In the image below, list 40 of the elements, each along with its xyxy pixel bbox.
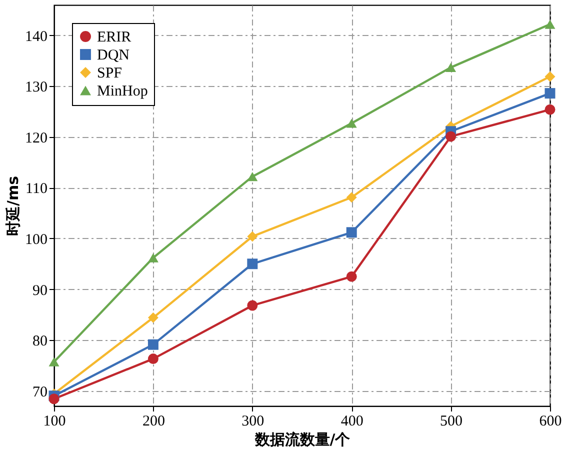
- legend-label: ERIR: [97, 30, 132, 46]
- x-axis-title: 数据流数量/个: [254, 430, 352, 448]
- y-tick-label: 80: [32, 334, 48, 350]
- x-tick-label: 400: [340, 414, 364, 430]
- legend-label: MinHop: [97, 84, 148, 100]
- point: [346, 192, 357, 203]
- point: [48, 394, 60, 404]
- point: [544, 104, 556, 115]
- x-tick-label: 300: [242, 414, 264, 430]
- y-tick-label: 90: [32, 282, 48, 299]
- y-tick-label: 120: [25, 130, 48, 146]
- point: [247, 172, 258, 182]
- point: [346, 118, 357, 128]
- legend-label: DQN: [97, 48, 130, 64]
- point: [148, 253, 158, 262]
- x-tick-label: 100: [43, 414, 66, 430]
- point: [148, 339, 158, 350]
- y-tick-label: 70: [32, 384, 48, 400]
- point: [247, 231, 258, 242]
- point: [148, 312, 158, 323]
- point: [544, 71, 556, 82]
- y-tick-label: 100: [25, 232, 48, 248]
- y-axis-title: 时延/ms: [4, 176, 22, 236]
- point: [544, 88, 556, 99]
- point: [446, 131, 456, 142]
- point: [148, 354, 158, 364]
- point: [247, 300, 258, 311]
- point: [446, 62, 456, 72]
- point: [48, 357, 60, 366]
- point: [544, 20, 556, 29]
- x-tick-label: 600: [539, 414, 562, 430]
- y-tick-label: 130: [25, 80, 48, 96]
- x-tick-label: 500: [440, 414, 463, 430]
- x-tick-label: 200: [142, 414, 165, 430]
- point: [247, 258, 258, 270]
- point: [346, 227, 357, 238]
- point: [346, 271, 357, 282]
- legend-label: SPF: [97, 66, 122, 82]
- y-tick-label: 140: [25, 28, 48, 45]
- y-tick-label: 110: [26, 181, 48, 198]
